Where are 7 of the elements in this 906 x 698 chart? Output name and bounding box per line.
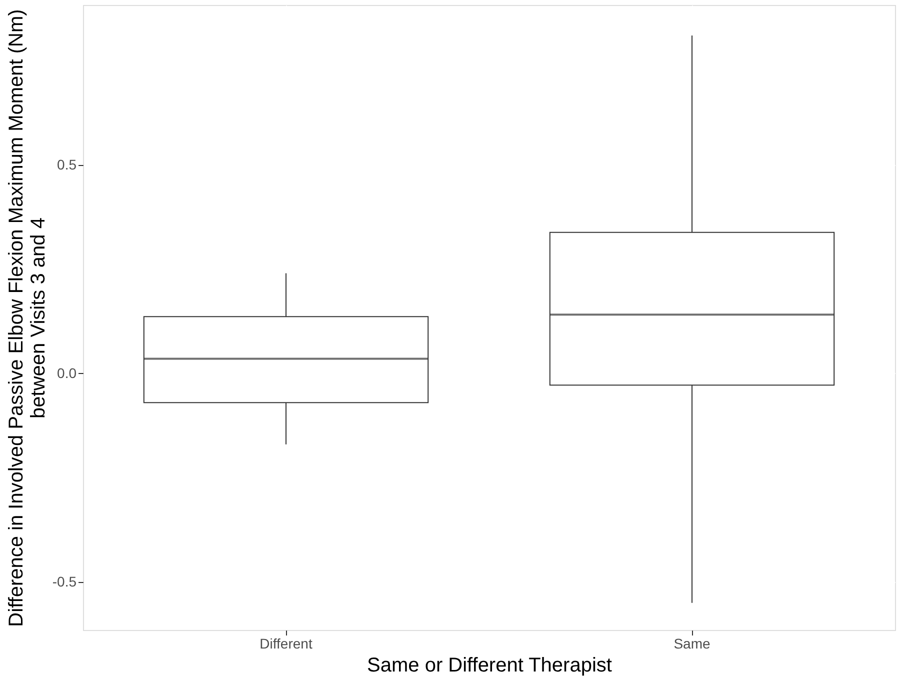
x-tick-label: Same: [674, 636, 710, 652]
x-tick-label: Different: [260, 636, 312, 652]
x-axis-title: Same or Different Therapist: [367, 654, 612, 676]
y-tick-label: 0.5: [57, 156, 77, 172]
y-tick-label: 0.0: [57, 364, 77, 381]
y-axis-title: Difference in Involved Passive Elbow Flexion Maximum Moment (Nm) between Visits 3 and 4: [5, 9, 50, 627]
y-tick-label: -0.5: [52, 574, 77, 590]
